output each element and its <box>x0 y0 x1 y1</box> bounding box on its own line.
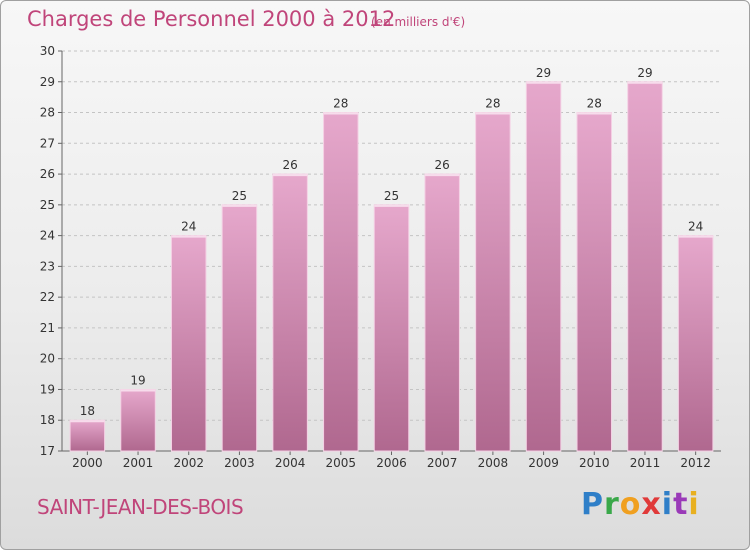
data-label: 29 <box>536 66 551 80</box>
bar-2002 <box>170 235 207 452</box>
y-tick-label: 30 <box>40 44 55 58</box>
y-tick-label: 18 <box>40 413 55 427</box>
data-label: 29 <box>637 66 652 80</box>
x-tick-label: 2001 <box>123 456 154 470</box>
y-tick-label: 27 <box>40 136 55 150</box>
chart-subtitle: (en milliers d'€) <box>371 15 466 29</box>
data-label: 28 <box>333 97 348 111</box>
bar-2009 <box>525 81 562 452</box>
y-tick-label: 24 <box>40 229 55 243</box>
data-label: 26 <box>435 158 450 172</box>
x-tick-label: 2010 <box>579 456 610 470</box>
bar-2012 <box>677 235 714 452</box>
x-tick-label: 2004 <box>275 456 306 470</box>
x-tick-label: 2008 <box>478 456 509 470</box>
data-labels: 18 19 24 25 26 28 25 26 28 29 28 29 24 <box>80 66 704 418</box>
x-tick-label: 2007 <box>427 456 458 470</box>
y-tick-label: 28 <box>40 106 55 120</box>
x-tick-label: 2003 <box>224 456 255 470</box>
x-tick-label: 2002 <box>173 456 204 470</box>
proxiti-logo: Proxiti <box>581 487 700 522</box>
data-label: 25 <box>384 189 399 203</box>
bar-2011 <box>627 81 663 452</box>
bar-2006 <box>373 204 410 452</box>
y-tick-label: 29 <box>40 75 55 89</box>
bar-2003 <box>221 204 258 452</box>
axes: 17 18 19 20 21 22 23 24 25 26 27 28 29 30 2000 2001 2002… <box>40 44 721 470</box>
y-tick-label: 20 <box>40 352 55 366</box>
data-label: 25 <box>232 189 247 203</box>
commune-name: SAINT-JEAN-DES-BOIS <box>37 495 244 519</box>
y-tick-label: 26 <box>40 167 55 181</box>
y-tick-label: 25 <box>40 198 55 212</box>
bar-2008 <box>475 112 511 452</box>
bar-2010 <box>576 112 613 452</box>
data-label: 19 <box>130 373 145 387</box>
y-tick-label: 19 <box>40 382 55 396</box>
bar-2001 <box>120 388 156 452</box>
data-label: 28 <box>485 97 500 111</box>
x-tick-label: 2012 <box>680 456 711 470</box>
data-label: 26 <box>282 158 297 172</box>
y-tick-label: 23 <box>40 259 55 273</box>
y-tick-label: 17 <box>40 444 55 458</box>
x-tick-label: 2000 <box>72 456 103 470</box>
data-label: 18 <box>80 404 95 418</box>
bar-2005 <box>323 112 359 452</box>
x-tick-label: 2005 <box>326 456 357 470</box>
y-tick-label: 22 <box>40 290 55 304</box>
x-tick-label: 2006 <box>376 456 407 470</box>
chart-title: Charges de Personnel 2000 à 2012 <box>27 7 396 31</box>
y-tick-label: 21 <box>40 321 55 335</box>
data-label: 24 <box>688 220 703 234</box>
bar-2004 <box>272 173 308 452</box>
data-label: 24 <box>181 220 196 234</box>
bar-2000 <box>69 419 106 452</box>
x-tick-label: 2009 <box>528 456 559 470</box>
data-label: 28 <box>587 97 602 111</box>
bar-2007 <box>424 173 460 452</box>
x-tick-label: 2011 <box>630 456 661 470</box>
bars <box>69 81 714 452</box>
